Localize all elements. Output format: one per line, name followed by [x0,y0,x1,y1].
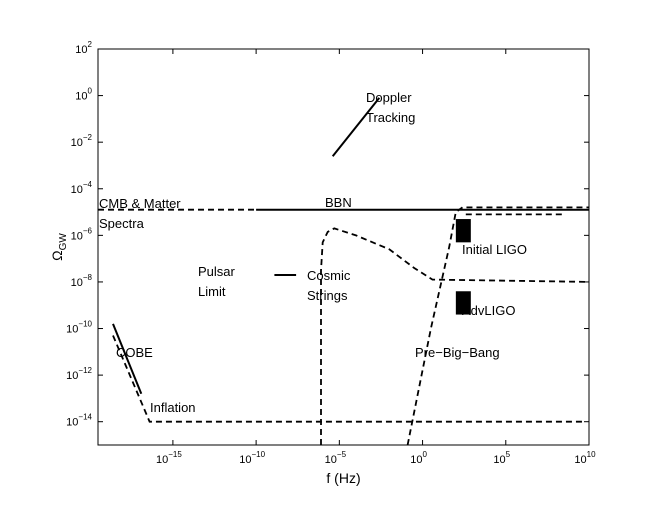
annotation-pulsar-limit: Limit [198,284,226,299]
x-tick-label: 100 [410,450,427,466]
annotation-inflation: Inflation [150,400,196,415]
curve-pre-big-bang [406,206,589,445]
axis-ticks [98,48,590,445]
y-tick-labels: 102 100 10−2 10−4 10−6 10−8 10−10 10−12 10−14 [66,40,92,429]
curve-doppler [331,97,381,157]
annotation-cobe: COBE [116,345,153,360]
annotation-adv-ligo: AdvLIGO [462,303,515,318]
y-tick-label: 10−10 [66,320,92,336]
y-tick-label: 100 [75,87,92,103]
annotation-bbn: BBN [325,195,352,210]
x-tick-label: 105 [493,450,510,466]
band-adv-ligo [455,291,471,315]
annotation-cosmic-strings: Strings [307,288,348,303]
annotation-doppler-tracking: Doppler [366,90,412,105]
band-initial-ligo [455,219,471,243]
curve-inflation [112,335,586,423]
curves [98,97,589,445]
y-tick-label: 10−8 [71,273,93,289]
annotation-pulsar-limit: Pulsar [198,264,236,279]
y-tick-label: 10−2 [71,133,93,149]
annotation-cmb-matter-spectra: CMB & Matter [99,196,181,211]
annotations: Doppler Tracking BBN CMB & Matter Spectra Ini… [99,90,527,415]
x-axis-label: f (Hz) [326,470,360,486]
detector-bands [455,219,471,315]
curve-cosmic-strings [320,227,589,445]
annotation-cmb-matter-spectra: Spectra [99,216,145,231]
x-tick-label: 10−10 [239,450,265,466]
x-tick-label: 10−15 [156,450,182,466]
x-tick-label: 1010 [574,450,596,466]
y-tick-label: 102 [75,40,92,56]
annotation-cosmic-strings: Cosmic [307,268,351,283]
y-tick-label: 10−12 [66,366,92,382]
y-axis-label: ΩGW [49,233,69,261]
annotation-doppler-tracking: Tracking [366,110,415,125]
x-tick-labels: 10−15 10−10 10−5 100 105 1010 [156,450,596,466]
y-axis-label-subscript: GW [58,233,69,251]
y-axis-label-symbol: Ω [49,250,65,260]
y-tick-label: 10−4 [71,180,93,196]
curve-cobe [112,323,143,395]
x-tick-label: 10−5 [325,450,347,466]
y-tick-label: 10−6 [71,226,93,242]
annotation-initial-ligo: Initial LIGO [462,242,527,257]
plot-frame [97,48,590,446]
annotation-pre-big-bang: Pre−Big−Bang [415,345,500,360]
y-tick-label: 10−14 [66,413,92,429]
